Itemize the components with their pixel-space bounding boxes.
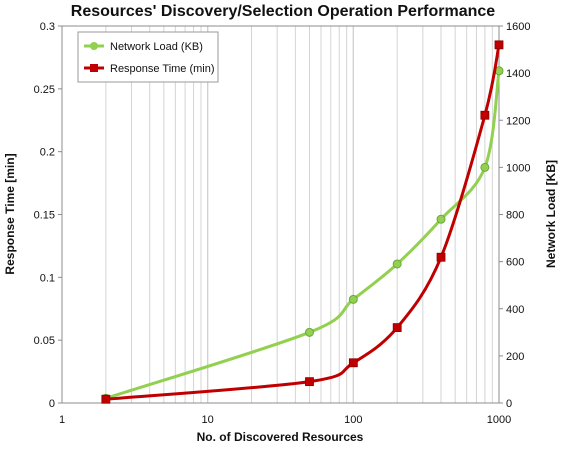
x-axis-label: No. of Discovered Resources [197,430,364,444]
x-tick-label: 100 [344,414,362,426]
y2-axis-label: Network Load [KB] [544,160,558,268]
y-tick-label: 0.25 [34,84,55,96]
y2-tick-label: 600 [506,257,524,269]
plot-area [61,25,500,404]
data-point-response-time [436,252,446,262]
data-point-response-time [480,110,490,120]
data-point-response-time [494,40,504,50]
x-tick-label: 10 [202,414,214,426]
y-tick-labels: 0 0.05 0.1 0.15 0.2 0.25 0.3 [34,21,62,410]
legend-marker-response-time [90,64,98,72]
y-tick-label: 0.2 [40,147,55,159]
data-point-response-time [101,394,111,404]
y2-tick-labels: 0 200 400 600 800 1000 1200 1400 1600 [499,21,530,410]
chart-title: Resources' Discovery/Selection Operation… [71,3,496,20]
series-line-network-load [104,69,501,400]
data-point-network-load [436,214,446,224]
x-tick-label: 1000 [487,414,511,426]
y2-tick-label: 800 [506,210,524,222]
x-tick-labels: 1 10 100 1000 [59,414,511,426]
legend-label-response-time: Response Time (min) [110,63,215,75]
y2-tick-label: 1200 [506,115,530,127]
data-point-response-time [392,323,402,333]
y2-tick-label: 200 [506,351,524,363]
y-tick-label: 0.15 [34,210,55,222]
y2-tick-label: 1600 [506,21,530,33]
series-layer [101,40,504,404]
data-point-network-load [392,259,402,269]
y-axis-label: Response Time [min] [3,153,17,274]
x-tick-label: 1 [59,414,65,426]
y-tick-label: 0.1 [40,272,55,284]
grid [105,26,493,403]
y2-tick-label: 1400 [506,68,530,80]
data-point-response-time [305,377,314,387]
legend: Network Load (KB) Response Time (min) [77,31,219,83]
y2-tick-label: 1000 [506,162,530,174]
y2-tick-label: 400 [506,304,524,316]
legend-box [77,31,219,83]
y-tick-label: 0.3 [40,21,55,33]
y2-tick-label: 0 [506,398,512,410]
legend-marker-network-load [90,42,98,50]
legend-label-network-load: Network Load (KB) [110,41,203,53]
data-point-network-load [480,162,490,172]
data-point-network-load [348,294,358,304]
y-tick-label: 0 [49,398,55,410]
data-point-network-load [304,327,314,337]
y-tick-label: 0.05 [34,335,55,347]
data-point-response-time [348,358,358,368]
